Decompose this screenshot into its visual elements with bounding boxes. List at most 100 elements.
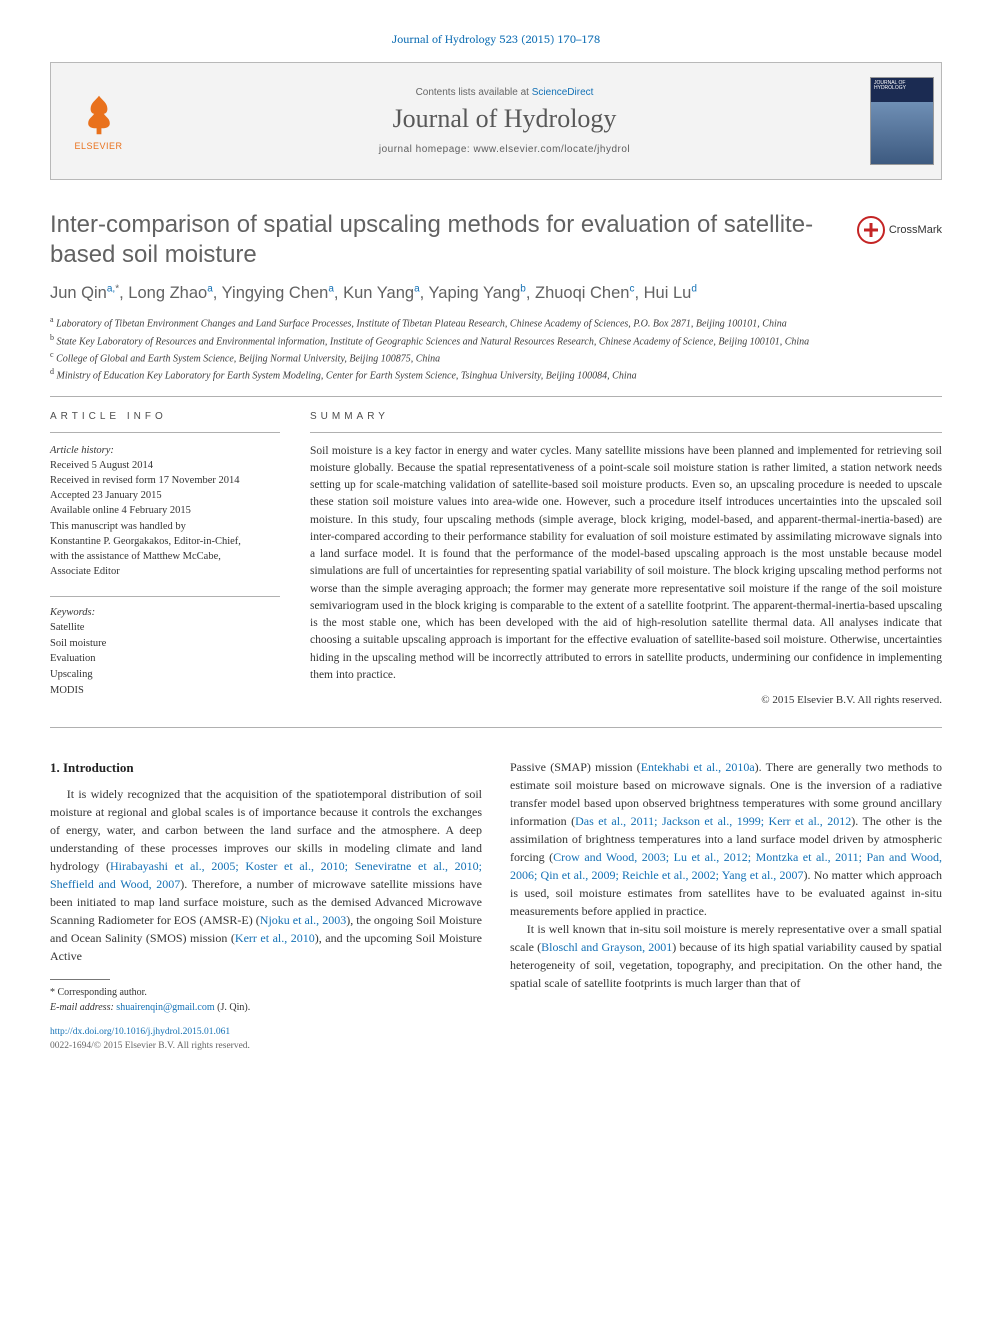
info-summary-row: ARTICLE INFO Article history: Received 5… — [50, 411, 942, 715]
history-line: Accepted 23 January 2015 — [50, 488, 280, 503]
citation-ref[interactable]: Das et al., 2011; Jackson et al., 1999; … — [575, 814, 851, 828]
author: Zhuoqi Chenc — [535, 284, 634, 302]
contents-available-line: Contents lists available at ScienceDirec… — [416, 87, 594, 98]
section-heading: 1. Introduction — [50, 758, 482, 778]
sciencedirect-link[interactable]: ScienceDirect — [532, 87, 594, 98]
author-list: Jun Qina,*, Long Zhaoa, Yingying Chena, … — [50, 282, 942, 304]
author: Long Zhaoa — [128, 284, 212, 302]
title-row: Inter-comparison of spatial upscaling me… — [50, 210, 942, 270]
citation-ref[interactable]: Bloschl and Grayson, 2001 — [541, 940, 672, 954]
article-info-heading: ARTICLE INFO — [50, 411, 280, 422]
author-name: Yaping Yang — [429, 284, 521, 302]
elsevier-tree-icon — [75, 91, 123, 139]
author-aff: d — [691, 284, 697, 295]
journal-header: ELSEVIER Contents lists available at Sci… — [50, 62, 942, 180]
elsevier-logo[interactable]: ELSEVIER — [74, 91, 122, 151]
copyright-line: © 2015 Elsevier B.V. All rights reserved… — [310, 694, 942, 706]
history-line: Received in revised form 17 November 201… — [50, 473, 280, 488]
author-aff: a — [328, 284, 334, 295]
corr-star: * — [115, 284, 119, 295]
article-history-block: Article history: Received 5 August 2014 … — [50, 443, 280, 580]
divider — [310, 432, 942, 433]
author-name: Jun Qin — [50, 284, 107, 302]
keyword: Soil moisture — [50, 636, 280, 652]
citation-ref[interactable]: Kerr et al., 2010 — [235, 931, 315, 945]
footnote-divider — [50, 979, 110, 980]
paragraph: Passive (SMAP) mission (Entekhabi et al.… — [510, 758, 942, 920]
citation-ref[interactable]: Entekhabi et al., 2010a — [641, 760, 755, 774]
history-line: Available online 4 February 2015 — [50, 503, 280, 518]
body-text: Passive (SMAP) mission ( — [510, 760, 641, 774]
divider — [50, 596, 280, 597]
affiliation-text: Ministry of Education Key Laboratory for… — [57, 371, 637, 382]
page-root: Journal of Hydrology 523 (2015) 170–178 … — [0, 0, 992, 1094]
author: Hui Lud — [644, 284, 697, 302]
issn-line: 0022-1694/© 2015 Elsevier B.V. All right… — [50, 1039, 482, 1053]
contents-prefix: Contents lists available at — [416, 87, 532, 98]
affiliation-text: Laboratory of Tibetan Environment Change… — [56, 319, 787, 330]
crossmark-label: CrossMark — [889, 224, 942, 236]
crossmark-badge[interactable]: CrossMark — [857, 216, 942, 244]
cover-title: JOURNAL OF HYDROLOGY — [874, 81, 930, 91]
doi-link[interactable]: http://dx.doi.org/10.1016/j.jhydrol.2015… — [50, 1025, 482, 1039]
body-columns: 1. Introduction It is widely recognized … — [50, 758, 942, 1054]
author: Jun Qina,* — [50, 284, 119, 302]
author-name: Hui Lu — [644, 284, 692, 302]
affiliation-text: State Key Laboratory of Resources and En… — [57, 336, 810, 347]
corresponding-author: * Corresponding author. — [50, 985, 482, 1000]
email-link[interactable]: shuairenqin@gmail.com — [116, 1002, 214, 1013]
author-aff: c — [629, 284, 634, 295]
affiliation: b State Key Laboratory of Resources and … — [50, 332, 942, 349]
author-name: Zhuoqi Chen — [535, 284, 629, 302]
divider — [50, 727, 942, 728]
paragraph: It is widely recognized that the acquisi… — [50, 785, 482, 965]
author-name: Kun Yang — [343, 284, 414, 302]
doi-block: http://dx.doi.org/10.1016/j.jhydrol.2015… — [50, 1025, 482, 1054]
keyword: MODIS — [50, 683, 280, 699]
author-aff: a — [207, 284, 213, 295]
journal-cover-cell: JOURNAL OF HYDROLOGY — [863, 63, 941, 179]
history-line: Konstantine P. Georgakakos, Editor-in-Ch… — [50, 534, 280, 549]
journal-homepage: journal homepage: www.elsevier.com/locat… — [379, 144, 630, 155]
article-history-heading: Article history: — [50, 443, 280, 458]
author-aff: a — [414, 284, 420, 295]
journal-name: Journal of Hydrology — [393, 104, 617, 134]
author: Kun Yanga — [343, 284, 420, 302]
affiliation: a Laboratory of Tibetan Environment Chan… — [50, 314, 942, 331]
affiliation-text: College of Global and Earth System Scien… — [56, 353, 440, 364]
summary-heading: SUMMARY — [310, 411, 942, 422]
email-label: E-mail address: — [50, 1002, 116, 1013]
homepage-url[interactable]: www.elsevier.com/locate/jhydrol — [473, 144, 630, 155]
citation-line: Journal of Hydrology 523 (2015) 170–178 — [50, 30, 942, 48]
keywords-block: Keywords: Satellite Soil moisture Evalua… — [50, 605, 280, 699]
history-line: Associate Editor — [50, 564, 280, 579]
keyword: Satellite — [50, 620, 280, 636]
affiliation-list: a Laboratory of Tibetan Environment Chan… — [50, 314, 942, 383]
keyword: Evaluation — [50, 651, 280, 667]
history-line: This manuscript was handled by — [50, 519, 280, 534]
homepage-prefix: journal homepage: — [379, 144, 474, 155]
author-aff: a, — [107, 284, 115, 295]
article-title: Inter-comparison of spatial upscaling me… — [50, 210, 845, 270]
author-aff: b — [520, 284, 526, 295]
history-line: Received 5 August 2014 — [50, 458, 280, 473]
author: Yingying Chena — [222, 284, 334, 302]
keyword: Upscaling — [50, 667, 280, 683]
email-who: (J. Qin). — [215, 1002, 251, 1013]
author-name: Yingying Chen — [222, 284, 329, 302]
keywords-list: Satellite Soil moisture Evaluation Upsca… — [50, 620, 280, 699]
paragraph: It is well known that in-situ soil moist… — [510, 920, 942, 992]
citation-ref[interactable]: Njoku et al., 2003 — [260, 913, 346, 927]
publisher-logo-cell: ELSEVIER — [51, 63, 146, 179]
summary-text: Soil moisture is a key factor in energy … — [310, 443, 942, 685]
author-name: Long Zhao — [128, 284, 207, 302]
publisher-name: ELSEVIER — [74, 141, 122, 151]
article-info-column: ARTICLE INFO Article history: Received 5… — [50, 411, 280, 715]
divider — [50, 432, 280, 433]
footnotes: * Corresponding author. E-mail address: … — [50, 979, 482, 1015]
affiliation: d Ministry of Education Key Laboratory f… — [50, 366, 942, 383]
journal-header-center: Contents lists available at ScienceDirec… — [146, 63, 863, 179]
journal-cover-thumbnail[interactable]: JOURNAL OF HYDROLOGY — [870, 77, 934, 165]
email-line: E-mail address: shuairenqin@gmail.com (J… — [50, 1000, 482, 1015]
affiliation: c College of Global and Earth System Sci… — [50, 349, 942, 366]
